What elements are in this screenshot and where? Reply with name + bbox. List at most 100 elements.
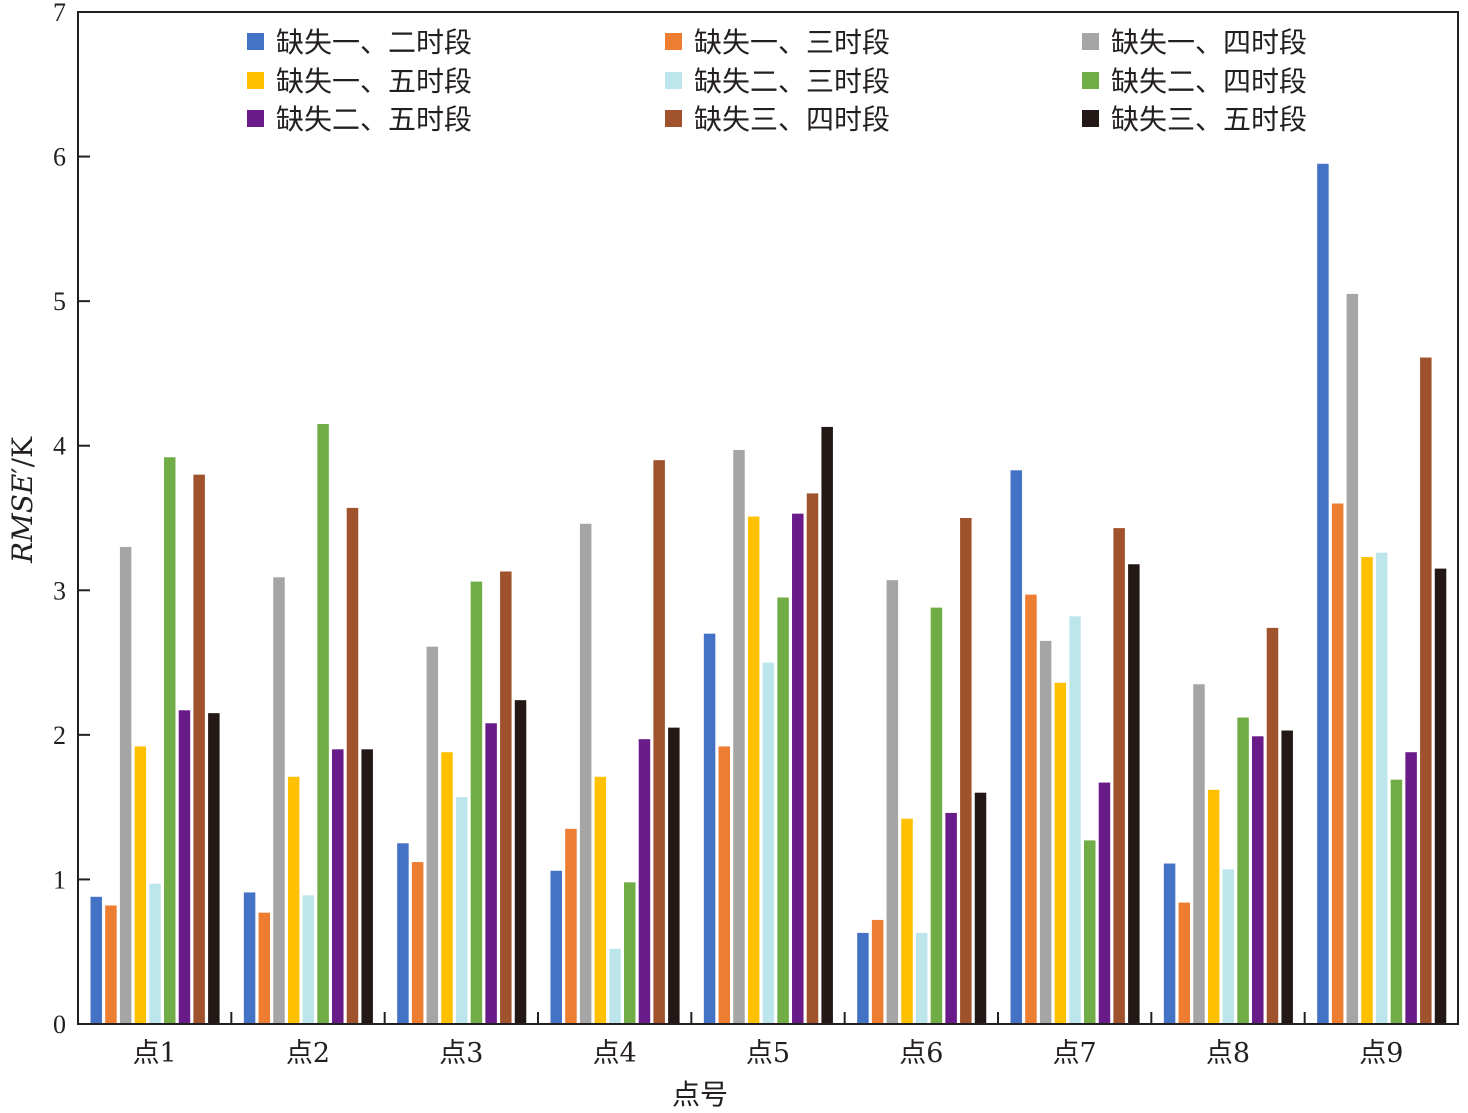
bar-s9-c5	[821, 426, 833, 1024]
bar-s6-c5	[777, 597, 789, 1024]
bar-s9-c1	[208, 713, 220, 1024]
bar-s2-c7	[1025, 594, 1037, 1024]
bar-s1-c8	[1163, 863, 1176, 1024]
bar-s6-c2	[317, 424, 329, 1024]
bars-layer	[90, 163, 1447, 1025]
bar-s6-c6	[930, 607, 943, 1024]
bar-s5-c7	[1069, 616, 1081, 1024]
legend-swatch	[1082, 72, 1099, 89]
bar-s9-c3	[514, 700, 527, 1024]
bar-s8-c3	[500, 571, 512, 1024]
bar-s4-c1	[134, 746, 147, 1024]
x-tick-label: 点9	[1359, 1038, 1403, 1069]
bar-s3-c3	[426, 646, 439, 1024]
bar-s9-c8	[1281, 730, 1293, 1024]
bar-s1-c9	[1317, 163, 1329, 1025]
bar-s8-c4	[653, 460, 665, 1024]
y-axis-title-prime: ′	[6, 467, 39, 473]
legend-label: 缺失三、四时段	[694, 103, 890, 136]
legend-swatch	[665, 72, 682, 89]
bar-s7-c4	[638, 739, 651, 1024]
x-tick-label: 点7	[1053, 1038, 1097, 1069]
bar-s6-c4	[624, 882, 636, 1024]
bar-s4-c9	[1361, 557, 1373, 1024]
bar-s4-c4	[594, 776, 607, 1024]
x-tick-label: 点2	[286, 1038, 330, 1069]
bar-s2-c3	[411, 862, 424, 1024]
bar-s1-c6	[857, 932, 869, 1024]
y-tick-label: 7	[53, 0, 66, 27]
bar-s3-c6	[886, 580, 899, 1024]
bar-s5-c6	[915, 932, 928, 1024]
legend-label: 缺失一、三时段	[694, 26, 890, 59]
bar-s3-c5	[733, 450, 745, 1024]
bar-s1-c5	[703, 633, 716, 1024]
legend-swatch	[247, 72, 264, 89]
bar-s2-c6	[871, 919, 884, 1024]
bar-s8-c6	[960, 518, 972, 1024]
legend-label: 缺失三、五时段	[1111, 103, 1307, 136]
bar-s8-c7	[1113, 528, 1125, 1024]
x-tick-label: 点4	[593, 1038, 637, 1069]
bar-s8-c8	[1266, 627, 1279, 1024]
bar-s7-c8	[1252, 736, 1264, 1024]
y-axis: 0 1 2 3 4 5 6 7	[53, 0, 90, 1039]
x-tick-label: 点1	[133, 1038, 177, 1069]
y-tick-label: 5	[53, 287, 66, 316]
y-axis-title: RMSE′/K	[6, 436, 39, 564]
bar-s2-c4	[565, 828, 577, 1024]
bar-s4-c2	[287, 776, 300, 1024]
x-tick-label: 点5	[746, 1038, 790, 1069]
y-axis-title-unit: /K	[6, 436, 39, 467]
bar-s7-c9	[1405, 752, 1417, 1024]
plot-frame	[77, 11, 1459, 1025]
bar-s6-c3	[470, 581, 483, 1024]
bar-s1-c7	[1010, 470, 1022, 1024]
bar-s9-c2	[361, 749, 373, 1024]
bar-s2-c8	[1178, 902, 1191, 1024]
bar-s3-c9	[1346, 293, 1359, 1024]
bar-s5-c8	[1222, 869, 1235, 1024]
bar-s8-c2	[346, 507, 359, 1024]
legend-label: 缺失一、二时段	[276, 26, 472, 59]
bar-s7-c3	[485, 723, 497, 1024]
bar-s2-c1	[105, 905, 117, 1024]
bar-s7-c1	[178, 710, 191, 1024]
bar-s4-c7	[1054, 682, 1067, 1024]
bar-s7-c6	[945, 812, 957, 1024]
x-axis: 点1 点2 点3 点4 点5 点6 点7 点8 点9	[133, 1012, 1403, 1069]
y-tick-label: 3	[53, 576, 66, 605]
y-tick-label: 2	[53, 721, 66, 750]
bar-s1-c1	[90, 896, 102, 1024]
bar-s5-c5	[762, 662, 775, 1024]
bar-s7-c5	[792, 513, 804, 1024]
bar-s3-c2	[273, 577, 285, 1024]
bar-s2-c9	[1331, 503, 1344, 1024]
y-tick-label: 4	[53, 432, 66, 461]
bar-s6-c1	[164, 457, 176, 1024]
legend-swatch	[665, 33, 682, 50]
bar-s9-c9	[1434, 568, 1447, 1024]
y-tick-label: 6	[53, 143, 66, 172]
x-tick-label: 点8	[1206, 1038, 1250, 1069]
legend-swatch	[247, 110, 264, 127]
legend-swatch	[1082, 33, 1099, 50]
bar-s2-c5	[718, 746, 731, 1024]
bar-s8-c1	[193, 474, 205, 1024]
x-tick-label: 点6	[899, 1038, 943, 1069]
bar-s3-c4	[579, 523, 592, 1024]
bar-s5-c2	[302, 895, 315, 1024]
legend-swatch	[247, 33, 264, 50]
bar-s4-c5	[747, 516, 760, 1024]
bar-s7-c7	[1098, 782, 1111, 1024]
bar-s5-c4	[609, 948, 621, 1024]
bar-s5-c9	[1375, 552, 1388, 1024]
bar-s3-c7	[1039, 640, 1052, 1024]
bar-s9-c4	[668, 727, 680, 1024]
y-axis-title-main: RMSE	[6, 474, 39, 564]
legend-swatch	[1082, 110, 1099, 127]
bar-s4-c8	[1207, 789, 1220, 1024]
bar-s1-c2	[243, 892, 256, 1024]
